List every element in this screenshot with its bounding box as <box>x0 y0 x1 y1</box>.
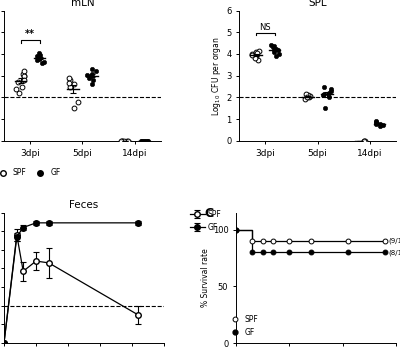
Point <box>86 75 93 80</box>
Point <box>20 71 26 76</box>
Text: (8/10): (8/10) <box>388 249 400 256</box>
Point <box>37 52 43 58</box>
Title: mLN: mLN <box>70 0 94 8</box>
Text: **: ** <box>25 29 35 39</box>
Point <box>20 73 27 78</box>
Point <box>144 138 151 144</box>
Point <box>254 50 260 56</box>
Point <box>253 49 260 55</box>
Point <box>71 82 77 87</box>
Legend: SPF, GF: SPF, GF <box>227 315 258 337</box>
Point <box>328 88 335 94</box>
Point <box>34 54 41 60</box>
Point <box>117 138 124 144</box>
Point <box>36 57 42 62</box>
Point <box>376 123 383 128</box>
Point <box>21 73 28 78</box>
Point <box>138 138 144 144</box>
Point <box>119 138 126 144</box>
Point <box>41 59 48 64</box>
Point <box>320 91 327 97</box>
Point <box>13 86 19 92</box>
Point <box>362 138 368 144</box>
Point <box>302 96 308 101</box>
Point <box>380 122 386 127</box>
Point <box>89 71 95 76</box>
Point <box>92 69 99 74</box>
Point <box>19 84 25 89</box>
Point <box>15 79 21 85</box>
Point <box>67 84 74 89</box>
Text: C: C <box>204 208 213 220</box>
Point <box>249 51 255 57</box>
Point <box>307 93 313 99</box>
Point <box>268 42 275 48</box>
Point <box>373 121 380 126</box>
Point <box>320 92 326 98</box>
Point <box>84 72 90 77</box>
Point <box>66 75 72 80</box>
Point <box>272 53 279 59</box>
Point <box>121 138 127 144</box>
Point <box>321 84 328 89</box>
Legend: SPF, GF: SPF, GF <box>190 210 221 232</box>
Point <box>253 53 259 59</box>
Point <box>89 82 95 87</box>
Title: SPL: SPL <box>308 0 327 8</box>
Point <box>272 46 279 51</box>
Y-axis label: % Survival rate: % Survival rate <box>201 248 210 307</box>
Point <box>270 43 277 49</box>
Point <box>248 52 255 58</box>
Point <box>270 45 276 50</box>
Point <box>88 66 95 72</box>
Legend: SPF, GF: SPF, GF <box>0 168 60 177</box>
Text: NS: NS <box>260 23 271 32</box>
Point <box>71 105 77 111</box>
Point <box>39 60 46 65</box>
Point <box>66 80 72 86</box>
Point <box>274 47 281 52</box>
Point <box>377 121 383 126</box>
Point <box>302 91 309 97</box>
Point <box>144 138 150 144</box>
Point <box>125 138 132 144</box>
Point <box>139 138 145 144</box>
Point <box>66 77 73 83</box>
Point <box>124 138 130 144</box>
Point <box>325 94 332 100</box>
Text: (9/10): (9/10) <box>388 238 400 244</box>
Point <box>306 94 313 100</box>
Point <box>36 50 42 56</box>
Point <box>270 49 277 55</box>
Point <box>142 138 148 144</box>
Point <box>16 90 22 96</box>
Point <box>255 58 261 63</box>
Point <box>252 56 258 61</box>
Point <box>322 105 328 111</box>
Point <box>256 48 263 54</box>
Point <box>327 86 334 92</box>
Point <box>360 138 367 144</box>
Point <box>373 120 380 125</box>
Point <box>361 138 368 144</box>
Point <box>36 56 43 61</box>
Point <box>276 51 282 57</box>
Point <box>34 58 41 63</box>
Point <box>119 138 126 144</box>
Point <box>74 99 81 105</box>
Point <box>326 90 332 96</box>
Point <box>88 73 95 78</box>
Point <box>21 69 28 74</box>
Point <box>141 138 147 144</box>
Point <box>304 92 311 98</box>
Y-axis label: Log$_{10}$ CFU per organ: Log$_{10}$ CFU per organ <box>210 36 224 116</box>
Point <box>20 77 27 83</box>
Point <box>304 94 310 100</box>
Point <box>34 53 40 59</box>
Point <box>90 77 96 83</box>
Point <box>373 119 379 124</box>
Title: Feces: Feces <box>69 201 99 210</box>
